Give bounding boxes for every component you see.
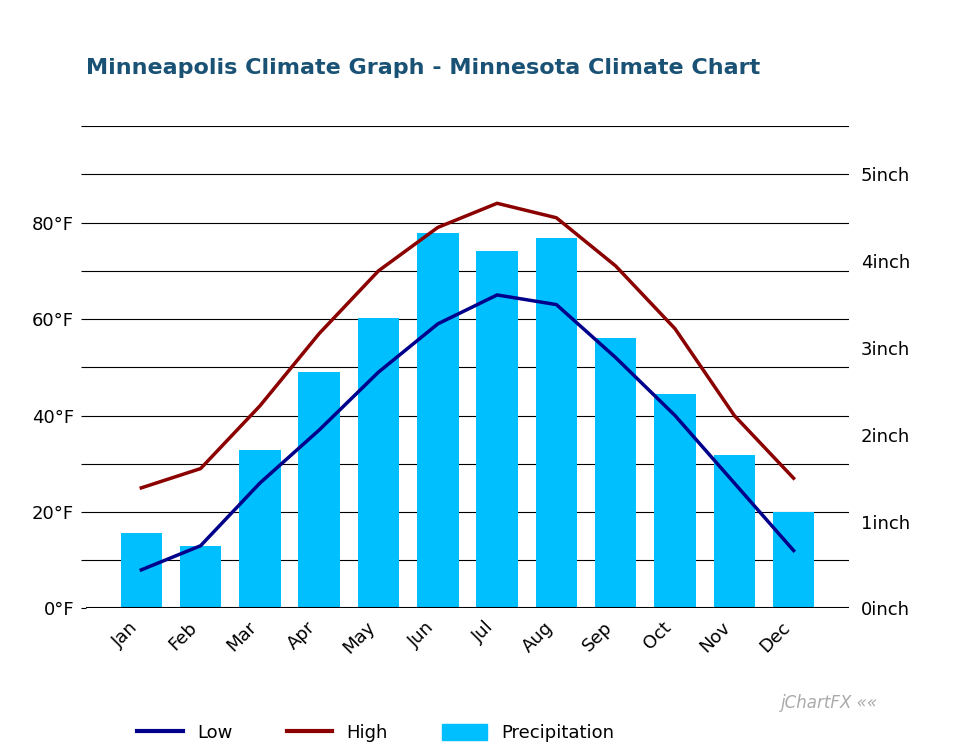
- Bar: [476, 251, 517, 608]
- Legend: Low, High, Precipitation: Low, High, Precipitation: [137, 723, 614, 742]
- Bar: [298, 372, 339, 608]
- Text: Minneapolis Climate Graph - Minnesota Climate Chart: Minneapolis Climate Graph - Minnesota Cl…: [86, 58, 760, 78]
- Bar: [772, 512, 814, 608]
- Text: jChartFX ««: jChartFX ««: [780, 695, 877, 712]
- Bar: [357, 318, 399, 608]
- Bar: [654, 394, 695, 608]
- Bar: [120, 533, 162, 608]
- Bar: [239, 450, 280, 608]
- Bar: [595, 338, 636, 608]
- Bar: [180, 546, 221, 608]
- Bar: [416, 232, 458, 608]
- Bar: [713, 455, 754, 608]
- Bar: [535, 237, 577, 608]
